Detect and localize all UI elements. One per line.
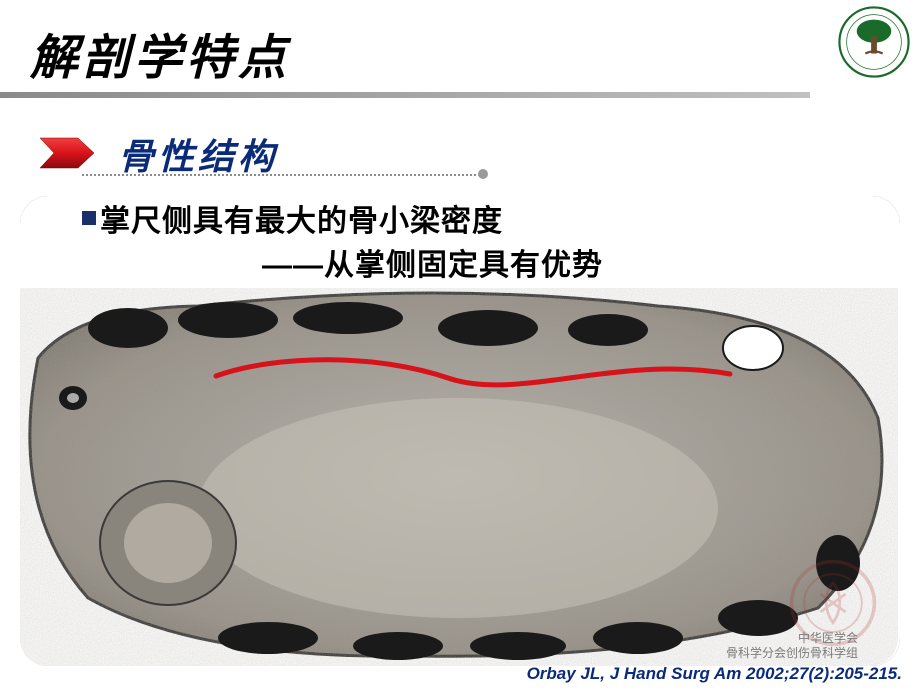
content-panel: 掌尺侧具有最大的骨小梁密度 ——从掌侧固定具有优势: [20, 196, 900, 666]
title-area: 解剖学特点: [30, 18, 290, 88]
org-line-2: 骨科学分会创伤骨科学组: [726, 646, 858, 662]
subtitle-rule-endpoint: [478, 169, 488, 179]
content-panel-inner: 掌尺侧具有最大的骨小梁密度 ——从掌侧固定具有优势: [20, 196, 900, 666]
institution-logo: [838, 6, 910, 78]
section-marker-icon: [38, 136, 96, 170]
page-title: 解剖学特点: [30, 18, 290, 88]
section-subtitle: 骨性结构: [118, 128, 278, 180]
title-underline: [0, 92, 810, 98]
medical-scan-image: [20, 288, 898, 666]
bullet-square-icon: [82, 211, 96, 225]
bullet-text-2: ——从掌侧固定具有优势: [262, 240, 603, 284]
bullet-text-1: 掌尺侧具有最大的骨小梁密度: [100, 196, 503, 240]
subtitle-dotted-rule: [82, 174, 480, 176]
citation-text: Orbay JL, J Hand Surg Am 2002;27(2):205-…: [527, 664, 902, 684]
org-line-1: 中华医学会: [726, 631, 858, 647]
organization-credit: 中华医学会 骨科学分会创伤骨科学组: [726, 631, 858, 662]
bullet-item-1: 掌尺侧具有最大的骨小梁密度: [82, 196, 503, 240]
